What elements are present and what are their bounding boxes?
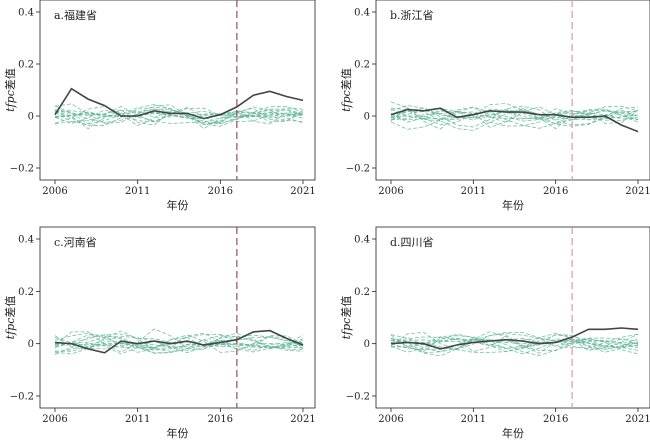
series-line xyxy=(390,107,639,133)
y-tick-label: 0.4 xyxy=(354,235,370,246)
placebo-line xyxy=(390,336,639,345)
y-axis-title-rest: 差值 xyxy=(3,68,17,90)
y-axis-title-rest: 差值 xyxy=(339,296,353,318)
x-tick-label: 2011 xyxy=(461,186,486,197)
x-tick-label: 2006 xyxy=(42,414,67,425)
panel-title: a.福建省 xyxy=(54,8,97,22)
placebo-line xyxy=(54,332,304,349)
panel-title: c.河南省 xyxy=(54,236,97,249)
x-tick-label: 2011 xyxy=(461,414,486,425)
panel-3: −0.2 0 0.2 0.4 2006 2011 2016 2021 年份 tfpc差值 c.河南省 xyxy=(3,226,316,440)
y-axis-title-italic: tfpc xyxy=(4,90,17,112)
x-tick-label: 2011 xyxy=(125,186,150,197)
series-line xyxy=(390,327,639,350)
x-tick-label: 2016 xyxy=(208,186,233,197)
placebo-line xyxy=(390,105,639,128)
panel-4: −0.2 0 0.2 0.4 2006 2011 2016 2021 年份 tfpc差值 d.四川省 xyxy=(339,226,650,440)
placebo-line xyxy=(54,104,304,125)
x-axis-title: 年份 xyxy=(167,198,189,212)
x-tick-label: 2006 xyxy=(42,186,67,197)
placebo-line xyxy=(54,106,304,124)
y-tick-label: 0.2 xyxy=(18,60,34,71)
x-tick-label: 2006 xyxy=(378,186,403,197)
placebo-line xyxy=(54,337,304,349)
placebo-line xyxy=(390,331,639,351)
placebo-line xyxy=(54,109,304,130)
plot-frame xyxy=(375,0,650,181)
placebo-line xyxy=(54,103,304,125)
y-axis-title: tfpc差值 xyxy=(339,296,353,340)
y-tick-label: 0.2 xyxy=(354,287,370,298)
panel-title: b.浙江省 xyxy=(390,9,434,22)
panel-title: d.四川省 xyxy=(390,236,434,249)
placebo-line xyxy=(390,111,639,121)
series-line xyxy=(54,329,304,354)
y-tick-label: 0 xyxy=(28,112,34,123)
panel-2: −0.2 0 0.2 0.4 2006 2011 2016 2021 年份 tfpc差值 b.浙江省 xyxy=(339,0,650,212)
y-tick-label: 0.4 xyxy=(18,8,34,19)
y-tick-label: 0 xyxy=(28,339,34,350)
x-tick-label: 2016 xyxy=(208,414,233,425)
y-tick-label: −0.2 xyxy=(10,164,34,175)
placebo-line xyxy=(390,106,639,123)
placebo-line xyxy=(390,334,639,349)
y-axis-title-rest: 差值 xyxy=(3,296,17,318)
placebo-lines xyxy=(390,331,639,357)
y-axis-title-rest: 差值 xyxy=(339,68,353,90)
y-tick-label: 0 xyxy=(364,339,370,350)
placebo-line xyxy=(390,337,639,347)
placebo-line xyxy=(54,106,304,127)
y-axis-title: tfpc差值 xyxy=(3,296,17,340)
y-tick-label: 0.2 xyxy=(354,60,370,71)
x-tick-label: 2011 xyxy=(125,414,150,425)
x-tick-label: 2021 xyxy=(290,186,315,197)
series-line xyxy=(54,87,304,120)
placebo-lines xyxy=(54,103,304,130)
x-tick-label: 2021 xyxy=(290,414,315,425)
plot-frame xyxy=(375,226,650,409)
y-tick-label: −0.2 xyxy=(346,392,370,403)
plot-frame xyxy=(39,0,316,181)
x-tick-label: 2021 xyxy=(625,414,650,425)
plot-frame xyxy=(39,226,316,409)
y-axis-title: tfpc差值 xyxy=(339,68,353,112)
y-tick-label: 0.2 xyxy=(18,287,34,298)
placebo-line xyxy=(390,106,639,130)
placebo-line xyxy=(54,108,304,124)
placebo-line xyxy=(390,332,639,353)
y-tick-label: 0 xyxy=(364,112,370,123)
x-tick-label: 2016 xyxy=(543,414,568,425)
placebo-line xyxy=(390,108,639,131)
x-axis-title: 年份 xyxy=(502,198,524,212)
placebo-line xyxy=(54,334,304,356)
x-tick-label: 2006 xyxy=(378,414,403,425)
placebo-line xyxy=(390,331,639,350)
y-tick-label: 0.4 xyxy=(18,235,34,246)
placebo-line xyxy=(390,114,639,122)
placebo-line xyxy=(390,109,639,121)
x-tick-label: 2021 xyxy=(625,186,650,197)
x-axis-title: 年份 xyxy=(167,426,189,440)
x-axis-title: 年份 xyxy=(502,426,524,440)
y-axis-title: tfpc差值 xyxy=(3,68,17,112)
y-tick-label: −0.2 xyxy=(346,164,370,175)
y-axis-title-italic: tfpc xyxy=(340,90,353,112)
y-axis-title-italic: tfpc xyxy=(4,318,17,340)
placebo-line xyxy=(390,101,639,126)
y-tick-label: 0.4 xyxy=(354,8,370,19)
panel-1: −0.2 0 0.2 0.4 2006 2011 2016 2021 年份 tfpc差值 a.福建省 xyxy=(3,0,316,212)
y-axis-title-italic: tfpc xyxy=(340,318,353,340)
placebo-line xyxy=(390,337,639,345)
placebo-line xyxy=(54,339,304,355)
placebo-line xyxy=(54,109,304,118)
placebo-line xyxy=(390,334,639,354)
x-tick-label: 2016 xyxy=(543,186,568,197)
y-tick-label: −0.2 xyxy=(10,392,34,403)
